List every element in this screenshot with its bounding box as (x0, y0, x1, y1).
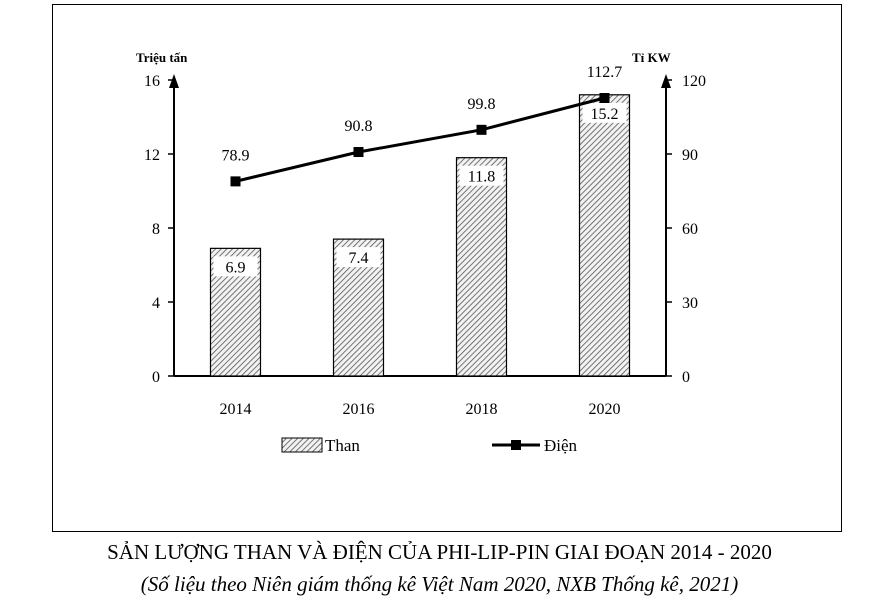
bar-label-bg (459, 165, 504, 186)
y-left-unit: Triệu tấn (136, 50, 188, 65)
line-value-label: 78.9 (222, 147, 250, 164)
legend-than-label: Than (325, 436, 360, 455)
y-left-tick-label: 16 (144, 73, 160, 90)
legend-than-swatch (281, 437, 323, 453)
bar-value-label: 7.4 (349, 250, 369, 267)
y-right-tick-label: 60 (682, 221, 698, 238)
point-dien-2016 (353, 147, 364, 158)
line-value-label: 99.8 (468, 96, 496, 113)
bar-label-bg (336, 247, 381, 268)
bar-value-label: 11.8 (468, 169, 495, 186)
line-value-label: 112.7 (587, 64, 622, 81)
bar-label-bg (213, 256, 258, 277)
y-left-tick-label: 8 (152, 221, 160, 238)
x-tick-label: 2016 (343, 401, 375, 418)
y-axis-right-arrow (661, 74, 671, 88)
y-left-tick-label: 0 (152, 369, 160, 386)
point-dien-2014 (230, 176, 241, 187)
bar-value-label: 6.9 (226, 259, 246, 276)
chart-subtitle: (Số liệu theo Niên giám thống kê Việt Na… (140, 572, 739, 596)
y-right-tick-label: 30 (682, 295, 698, 312)
chart: Triệu tấn Tỉ KW 0 4 8 12 16 0 30 60 90 120 6.9 7.… (136, 50, 706, 455)
chart-frame (52, 4, 842, 532)
bar-than-2020 (578, 94, 631, 377)
line-value-label: 90.8 (345, 118, 373, 135)
x-tick-label: 2014 (220, 401, 252, 418)
y-right-tick-label: 0 (682, 369, 690, 386)
point-dien-2020 (599, 93, 610, 104)
point-dien-2018 (476, 124, 487, 135)
y-left-tick-label: 4 (152, 295, 160, 312)
y-right-unit: Tỉ KW (632, 50, 671, 65)
y-right-tick-label: 90 (682, 147, 698, 164)
x-tick-label: 2018 (466, 401, 498, 418)
y-right-tick-label: 120 (682, 73, 706, 90)
line-dien (235, 96, 605, 183)
legend-dien-marker (511, 440, 521, 450)
bar-value-label: 15.2 (591, 106, 619, 123)
legend-dien-label: Điện (544, 436, 578, 455)
bar-than-2018 (455, 157, 508, 377)
y-left-tick-label: 12 (144, 147, 160, 164)
bar-label-bg (582, 102, 627, 123)
x-tick-label: 2020 (589, 401, 621, 418)
chart-title: SẢN LƯỢNG THAN VÀ ĐIỆN CỦA PHI-LIP-PIN G… (107, 540, 772, 564)
y-axis-left-arrow (169, 74, 179, 88)
